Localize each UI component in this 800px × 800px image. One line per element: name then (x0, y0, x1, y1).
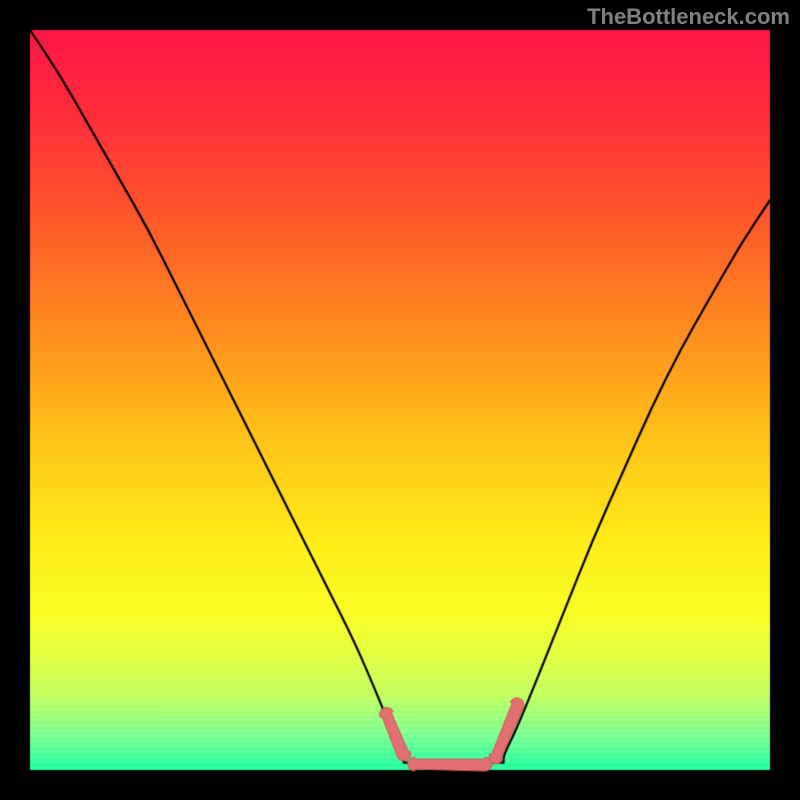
bottleneck-chart (0, 0, 800, 800)
watermark-text: TheBottleneck.com (587, 4, 790, 30)
